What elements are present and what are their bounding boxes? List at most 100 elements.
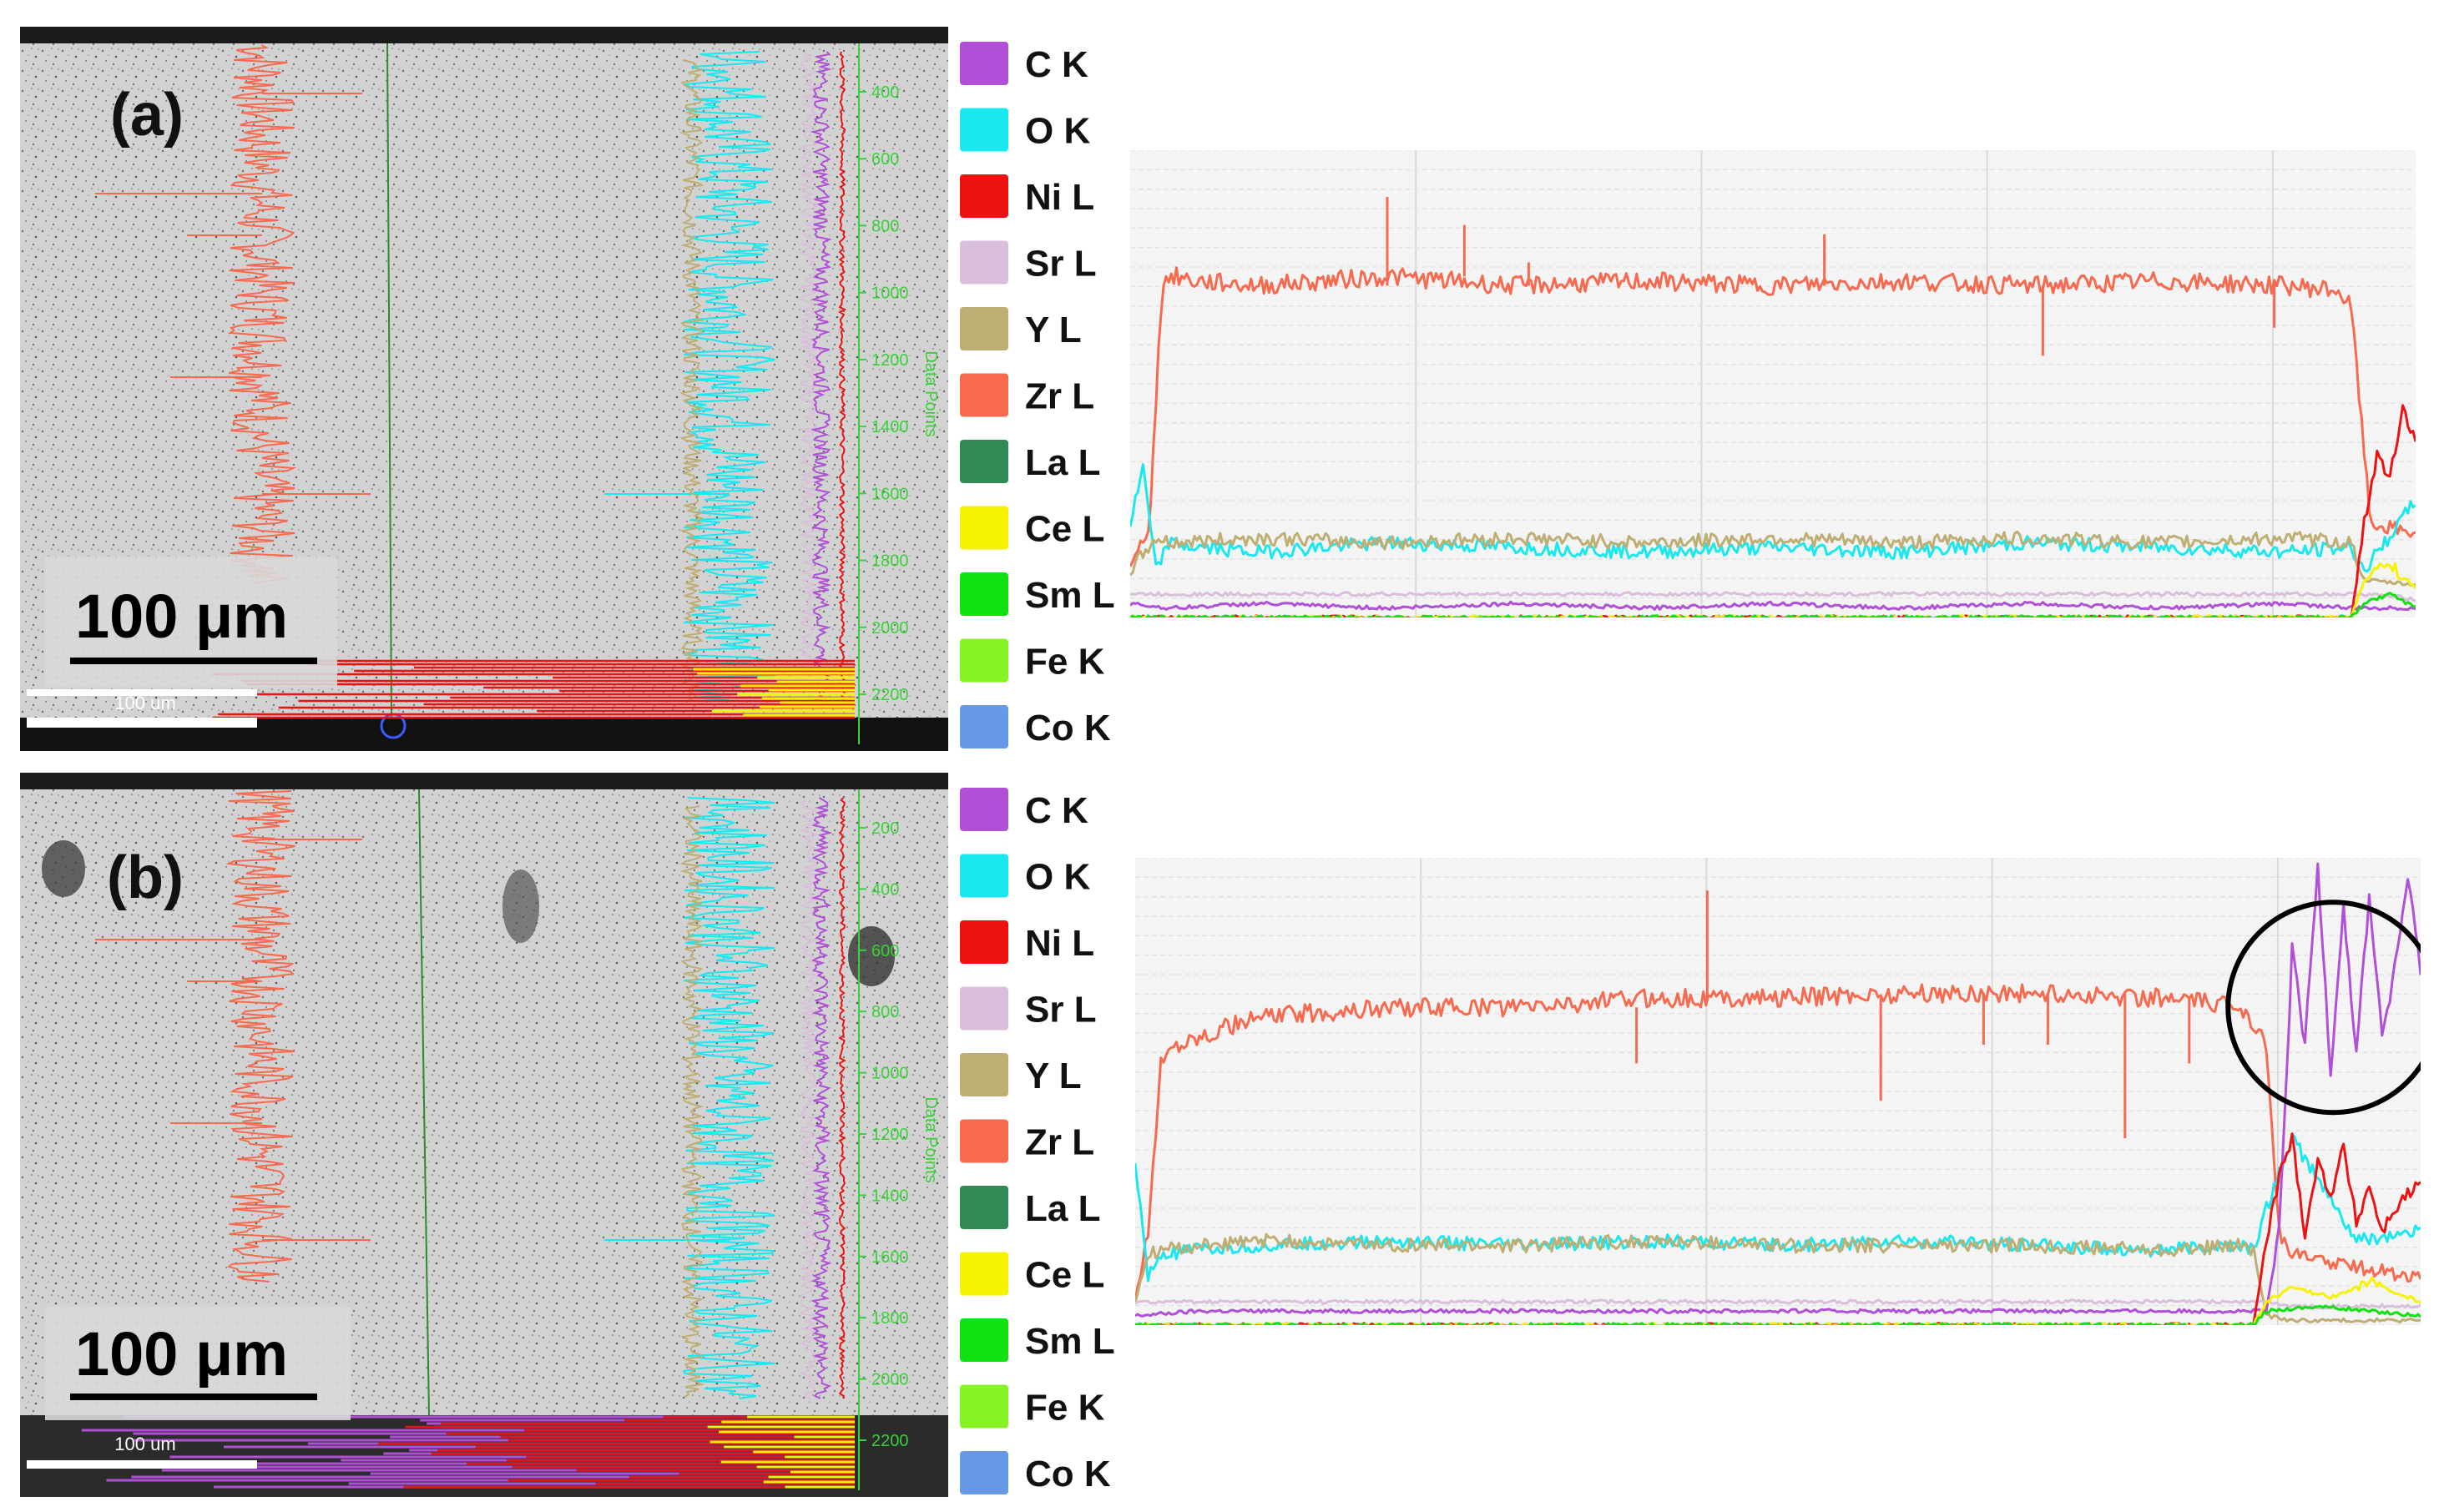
series-line [1135, 1304, 2421, 1325]
legend-swatch [960, 1384, 1008, 1429]
legend-label: Y L [1025, 1056, 1082, 1096]
series-line [1135, 1298, 2421, 1310]
sem-image-b: 200 400 600 800 1000 1200 1400 1600 1800 2000 2200… [20, 773, 948, 1497]
data-points-tick-label: 600 [871, 150, 899, 169]
data-points-tick-label: 1800 [871, 1309, 909, 1328]
legend-a: C K O K Ni L Sr L Y L Zr L La L Ce L Sm L Fe K Co … [960, 27, 1135, 751]
legend-swatch [960, 788, 1008, 831]
sem-profile-sr-l [797, 797, 820, 1399]
data-points-tick-label: 1600 [871, 1248, 909, 1267]
legend-label: La L [1025, 442, 1100, 483]
legend-swatch [960, 440, 1008, 483]
highlight-circle [2225, 900, 2421, 1116]
sem-svg-a: 400 600 800 1000 1200 1400 1600 1800 2000 2200 Da… [20, 27, 948, 751]
legend-swatch [960, 108, 1008, 152]
legend-swatch [960, 1186, 1008, 1229]
legend-swatch [960, 240, 1008, 285]
scan-line [386, 43, 392, 718]
series-line [1135, 862, 2421, 1318]
series-line [1130, 591, 2416, 602]
sem-profile-ni-l [838, 51, 847, 701]
series-line [1135, 1232, 2421, 1324]
legend-swatch [960, 986, 1008, 1031]
data-points-axis-title: Data Points [922, 1096, 940, 1182]
pore-defect [502, 869, 539, 943]
data-points-tick-label: 800 [871, 217, 899, 235]
data-points-tick-label: 1000 [871, 285, 909, 303]
data-points-ticks-b: 200 400 600 800 1000 1200 1400 1600 1800 2000 2200 [859, 819, 909, 1450]
legend-label: Sm L [1025, 575, 1115, 616]
sem-profile-sr-l [797, 51, 821, 701]
legend-label: Zr L [1025, 1122, 1094, 1163]
series-ce-l [1130, 562, 2416, 617]
scale-bar [70, 658, 317, 664]
scale-bar-label: 100 μm [75, 1319, 288, 1389]
chart-grid [1130, 150, 2416, 617]
sem-top-bar [20, 773, 948, 789]
legend-label: Sr L [1025, 990, 1097, 1031]
legend-swatch [960, 638, 1008, 683]
series-line [1130, 404, 2416, 617]
data-points-tick-label: 1600 [871, 485, 909, 503]
scale-bar-label: 100 μm [75, 582, 288, 651]
legend-swatch [960, 1252, 1008, 1296]
legend-swatch [960, 1451, 1008, 1494]
legend-label: Fe K [1025, 1388, 1105, 1429]
legend-swatch [960, 174, 1008, 218]
data-points-tick-label: 1200 [871, 351, 909, 370]
scale-bar-small-label: 100 um [114, 1434, 175, 1454]
sem-profile-o-k [682, 797, 775, 1399]
data-points-tick-label: 1400 [871, 1187, 909, 1205]
legend-label: Y L [1025, 310, 1082, 350]
panel-label-b: (b) [107, 844, 184, 911]
legend-label: C K [1025, 44, 1088, 85]
series-c-k [1130, 600, 2416, 612]
legend-swatch [960, 1119, 1008, 1163]
sem-profile-y-l [679, 59, 705, 702]
legend-label: Ce L [1025, 1255, 1104, 1296]
legend-svg-b: C K O K Ni L Sr L Y L Zr L La L Ce L Sm L Fe K Co … [960, 788, 1115, 1494]
legend-label: Sr L [1025, 244, 1097, 285]
series-sr-l [1130, 591, 2416, 602]
scale-box [45, 557, 337, 687]
series-line [1130, 530, 2416, 587]
pore-defect [42, 840, 85, 897]
legend-svg-a: C K O K Ni L Sr L Y L Zr L La L Ce L Sm L Fe K Co … [960, 42, 1115, 748]
data-points-tick-label: 2200 [871, 1432, 909, 1450]
scale-bar-small-label: 100 um [114, 693, 175, 713]
data-points-tick-label: 400 [871, 880, 899, 899]
series-sm-l [1135, 1304, 2421, 1325]
series-c-k [1135, 862, 2421, 1318]
sem-profile-zr-l [225, 790, 295, 1283]
legend-label: O K [1025, 111, 1090, 152]
linescan-chart-b [1135, 858, 2421, 1325]
legend-label: Fe K [1025, 642, 1105, 683]
chart-svg-b [1135, 858, 2421, 1325]
legend-swatch [960, 42, 1008, 85]
series-zr-l [1130, 197, 2416, 567]
data-points-tick-label: 400 [871, 83, 899, 102]
sem-profile-c-k [810, 797, 833, 1399]
legend-label: Ni L [1025, 923, 1094, 964]
scan-line [418, 789, 430, 1416]
scale-box [45, 1307, 351, 1420]
scale-bar-small [27, 1460, 257, 1469]
sem-profile-y-l [679, 805, 704, 1398]
data-points-ticks-a: 400 600 800 1000 1200 1400 1600 1800 2000 2200 [859, 83, 909, 704]
series-line [1130, 562, 2416, 617]
legend-label: Sm L [1025, 1321, 1115, 1362]
series-sr-l [1135, 1298, 2421, 1310]
linescan-chart-a [1130, 150, 2416, 617]
series-line [1130, 266, 2416, 567]
legend-swatch [960, 506, 1008, 550]
series-line [1130, 600, 2416, 612]
legend-label: C K [1025, 790, 1088, 831]
series-ni-l [1130, 404, 2416, 617]
legend-swatch [960, 1053, 1008, 1096]
data-points-tick-label: 2000 [871, 619, 909, 638]
sem-profile-c-k [810, 51, 832, 701]
data-points-tick-label: 1800 [871, 552, 909, 571]
legend-swatch [960, 572, 1008, 616]
series-line [1135, 983, 2421, 1302]
chart-svg-a [1130, 150, 2416, 617]
